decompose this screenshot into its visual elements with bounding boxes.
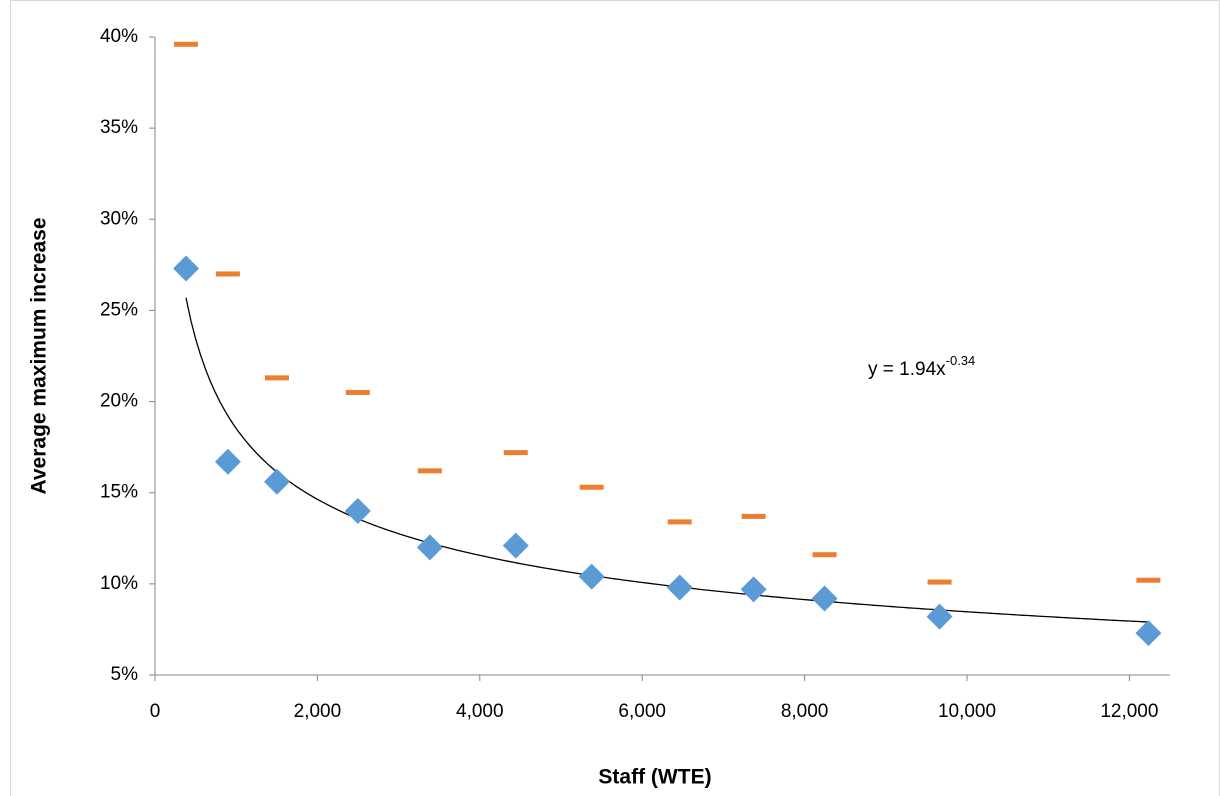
data-point [740,576,767,603]
data-point [344,497,371,524]
data-point [579,484,604,490]
y-tick-label: 40% [100,26,138,47]
data-point [667,519,692,525]
y-axis-title: Average maximum increase [28,217,51,494]
data-point [263,468,290,495]
data-point [927,579,952,585]
equation-exponent: -0.34 [946,353,976,368]
data-point [926,603,953,630]
data-point [173,255,200,282]
trendline [185,297,1149,623]
data-point [214,448,241,475]
x-tick-label: 2,000 [294,701,342,722]
x-tick-label: 4,000 [456,701,504,722]
data-point [502,532,529,559]
data-point [1135,620,1162,647]
x-tick-label: 6,000 [618,701,666,722]
y-tick-label: 25% [100,299,138,320]
y-tick-label: 35% [100,117,138,138]
equation-text: y = 1.94x [868,359,946,380]
data-point [345,389,370,395]
data-point [416,534,443,561]
x-tick-label: 10,000 [938,701,996,722]
x-tick-label: 0 [150,701,161,722]
data-point [503,450,528,456]
data-point [215,271,240,277]
data-point [417,468,442,474]
y-tick-label: 30% [100,208,138,229]
trendline-equation: y = 1.94x-0.34 [868,353,975,380]
data-point [811,585,838,612]
data-point [666,574,693,601]
data-point [578,563,605,590]
data-point [264,375,289,381]
data-point [1136,577,1161,583]
x-tick-label: 8,000 [781,701,829,722]
x-axis-title: Staff (WTE) [598,766,711,789]
chart-border [10,0,1220,796]
y-tick-label: 10% [100,573,138,594]
data-point [174,41,199,47]
data-point [741,513,766,519]
y-tick-label: 20% [100,391,138,412]
y-tick-label: 15% [100,482,138,503]
x-tick-label: 12,000 [1100,701,1158,722]
y-tick-label: 5% [111,664,139,685]
data-point [812,552,837,558]
